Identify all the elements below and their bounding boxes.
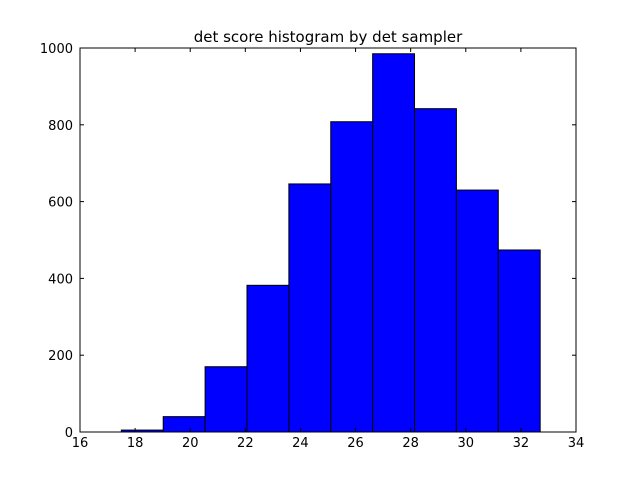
y-tick-label: 600 (48, 196, 73, 211)
y-tick-label: 200 (48, 349, 73, 364)
x-tick-label: 32 (513, 436, 530, 451)
histogram-bar-6 (372, 53, 416, 433)
histogram-bar-4 (288, 183, 332, 433)
x-tick-label: 24 (292, 436, 309, 451)
histogram-bar-5 (330, 121, 374, 433)
chart-title: det score histogram by det sampler (194, 28, 463, 46)
y-tick-label: 400 (48, 272, 73, 287)
x-tick-label: 30 (458, 436, 475, 451)
x-tick-label: 34 (568, 436, 585, 451)
x-tick-label: 20 (182, 436, 199, 451)
histogram-bar-7 (414, 108, 457, 433)
x-tick-label: 18 (127, 436, 144, 451)
histogram-bar-1 (162, 416, 206, 433)
x-tick-label: 16 (72, 436, 89, 451)
histogram-bar-9 (497, 249, 541, 433)
y-tick-label: 0 (65, 426, 73, 441)
y-tick-label: 800 (48, 119, 73, 134)
histogram-bar-3 (246, 284, 290, 433)
x-tick-label: 22 (237, 436, 254, 451)
plot-frame (79, 47, 577, 433)
x-tick-label: 28 (402, 436, 419, 451)
axis-ticks: 16 18 20 22 24 26 28 30 32 34 0 200 400 600 800 1000 (40, 42, 584, 451)
histogram-bar-2 (204, 366, 248, 433)
y-tick-label: 1000 (40, 42, 73, 57)
histogram-bar-8 (455, 189, 499, 433)
bars-group (120, 53, 541, 433)
x-tick-label: 26 (347, 436, 364, 451)
